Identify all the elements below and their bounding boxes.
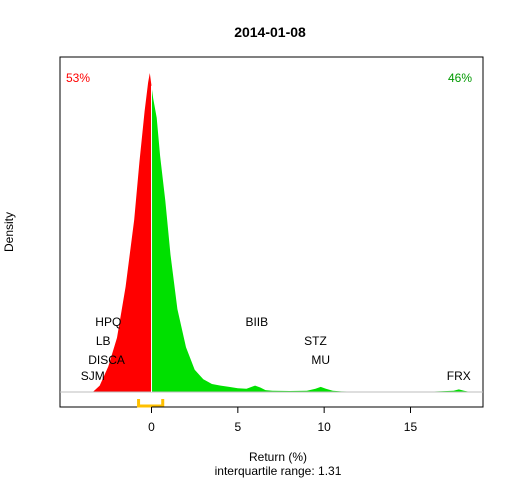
y-axis-label: Density: [2, 212, 16, 252]
annotation-label: BIIB: [245, 315, 268, 329]
annotation-label: LB: [96, 334, 111, 348]
x-tick-label: 5: [234, 420, 241, 434]
x-tick-label: 0: [148, 420, 155, 434]
x-axis: 0 5 10 15: [148, 406, 418, 434]
annotation-label: SJM: [81, 369, 105, 383]
neg-share-label: 53%: [66, 71, 90, 85]
pos-share-label: 46%: [448, 71, 472, 85]
x-tick-label: 15: [404, 420, 418, 434]
iqr-bracket-mark: [137, 399, 165, 408]
annotation-label: STZ: [304, 334, 327, 348]
x-axis-label: Return (%): [249, 450, 307, 464]
density-layer: [92, 73, 477, 393]
chart-title: 2014-01-08: [234, 24, 306, 40]
x-tick-label: 10: [317, 420, 331, 434]
annotation-label: HPQ: [95, 315, 121, 329]
iqr-bracket: [137, 399, 165, 408]
annotation-label: MU: [311, 353, 330, 367]
density-positive-area: [151, 85, 477, 393]
annotation-layer: HPQ LB DISCA SJM BIIB STZ MU FRX: [81, 315, 471, 383]
density-negative-area: [92, 73, 152, 392]
iqr-subtitle: interquartile range: 1.31: [215, 464, 342, 478]
annotation-label: FRX: [447, 369, 471, 383]
annotation-label: DISCA: [88, 353, 125, 367]
